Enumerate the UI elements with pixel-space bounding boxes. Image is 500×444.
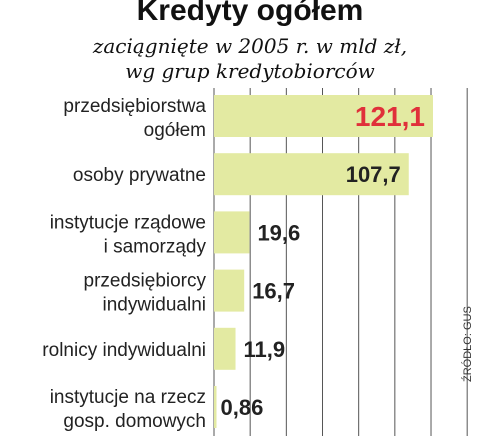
chart-title: Kredyty ogółem — [136, 0, 364, 27]
category-label-3-1: indywidualni — [102, 295, 206, 316]
category-label-5-1: gosp. domowych — [63, 411, 206, 432]
bar-1 — [214, 153, 409, 196]
value-label-4: 11,9 — [244, 337, 286, 362]
bar-2 — [214, 211, 250, 254]
category-label-1-0: osoby prywatne — [73, 165, 206, 186]
value-label-5: 0,86 — [221, 395, 264, 420]
bar-5 — [214, 386, 217, 428]
bar-3 — [214, 269, 245, 312]
category-label-3-0: przedsiębiorcy — [84, 271, 207, 292]
value-label-0: 121,1 — [355, 101, 425, 132]
chart-subtitle-line-2: wg grup kredytobiorców — [125, 59, 375, 83]
category-label-4-0: rolnicy indywidualni — [42, 340, 206, 361]
category-label-5-0: instytucje na rzecz — [50, 387, 206, 408]
category-label-0-0: przedsiębiorstwa — [63, 96, 206, 117]
chart-subtitle-line-1: zaciągnięte w 2005 r. w mld zł, — [92, 34, 408, 58]
category-label-2-0: instytucje rządowe — [50, 212, 206, 233]
value-label-1: 107,7 — [346, 162, 401, 187]
category-label-2-1: i samorządy — [104, 236, 207, 257]
source-note: ŹRÓDŁO: GUS — [462, 306, 474, 382]
value-label-2: 19,6 — [257, 220, 300, 245]
value-label-3: 16,7 — [252, 279, 295, 304]
bar-0 — [214, 95, 433, 137]
category-label-0-1: ogółem — [144, 120, 206, 141]
bar-4 — [214, 327, 236, 370]
